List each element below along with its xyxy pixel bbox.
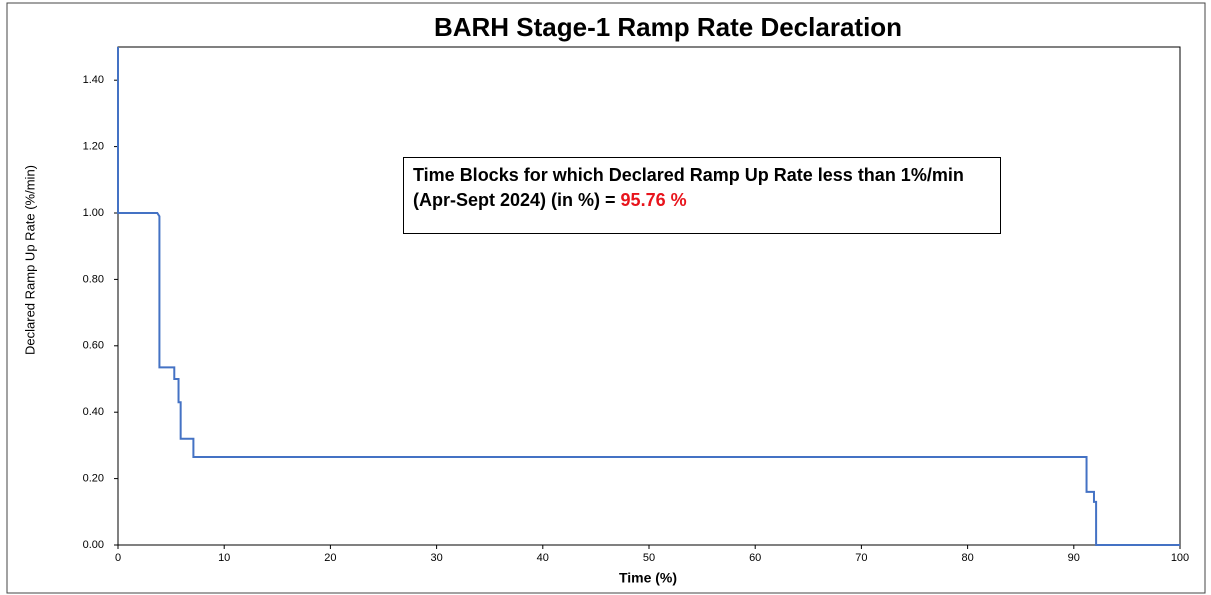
annotation-highlight: 95.76 % xyxy=(620,190,687,210)
x-tick-label: 20 xyxy=(324,552,336,564)
x-tick-label: 10 xyxy=(218,552,230,564)
chart-title: BARH Stage-1 Ramp Rate Declaration xyxy=(434,12,902,42)
annotation-text: Time Blocks for which Declared Ramp Up R… xyxy=(413,165,964,210)
y-tick-label: 1.40 xyxy=(83,74,104,86)
x-tick-label: 70 xyxy=(855,552,867,564)
annotation-box: Time Blocks for which Declared Ramp Up R… xyxy=(403,157,1001,234)
x-tick-label: 30 xyxy=(430,552,442,564)
x-tick-label: 60 xyxy=(749,552,761,564)
x-tick-label: 40 xyxy=(537,552,549,564)
x-axis-label: Time (%) xyxy=(619,570,677,586)
y-tick-label: 1.20 xyxy=(83,141,104,153)
x-tick-label: 50 xyxy=(643,552,655,564)
plot-frame xyxy=(117,46,1181,546)
y-tick-label: 0.40 xyxy=(83,406,104,418)
y-tick-label: 0.60 xyxy=(83,340,104,352)
x-tick-label: 100 xyxy=(1171,552,1189,564)
x-tick-label: 0 xyxy=(115,552,121,564)
x-tick-label: 90 xyxy=(1068,552,1080,564)
y-tick-label: 0.80 xyxy=(83,273,104,285)
y-axis-label: Declared Ramp Up Rate (%/min) xyxy=(22,165,37,355)
y-tick-label: 1.00 xyxy=(83,207,104,219)
y-tick-label: 0.00 xyxy=(83,539,104,551)
x-tick-label: 80 xyxy=(961,552,973,564)
chart-frame xyxy=(6,2,1206,594)
line xyxy=(117,47,1180,546)
y-tick-label: 0.20 xyxy=(83,473,104,485)
